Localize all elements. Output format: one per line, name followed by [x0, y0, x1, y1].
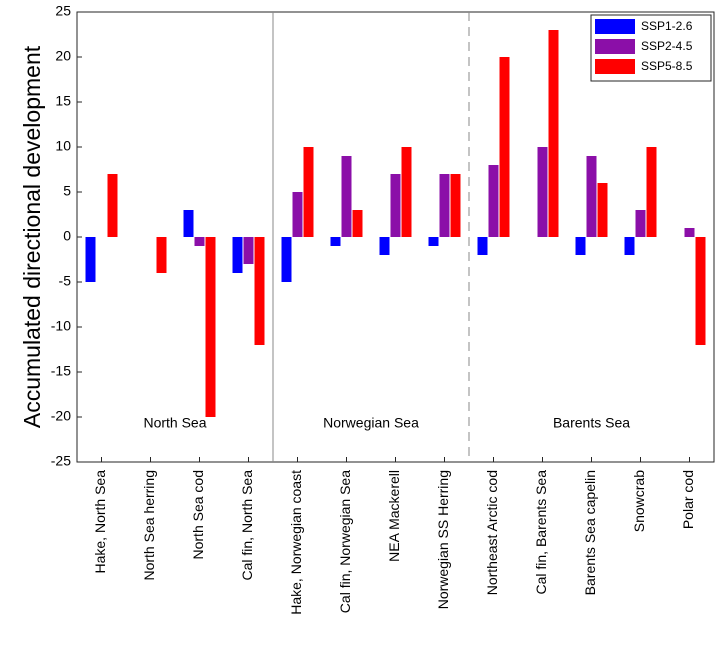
bar: [646, 147, 657, 237]
bar: [292, 192, 303, 237]
y-axis-label: Accumulated directional development: [19, 45, 45, 428]
x-tick-label: Snowcrab: [631, 470, 647, 532]
bar: [575, 237, 586, 255]
legend-label: SSP5-8.5: [641, 59, 693, 73]
x-tick-label: Cal fin, North Sea: [239, 470, 255, 581]
y-tick-label: 10: [55, 138, 71, 154]
bar: [390, 174, 401, 237]
x-tick-label: Norwegian SS Herring: [435, 470, 451, 609]
x-tick-label: Cal fin, Barents Sea: [533, 470, 549, 595]
bar: [303, 147, 314, 237]
bar: [401, 147, 412, 237]
bar: [428, 237, 439, 246]
y-tick-label: 5: [63, 183, 71, 199]
y-tick-label: 20: [55, 48, 71, 64]
region-label: North Sea: [143, 415, 206, 431]
x-tick-label: NEA Mackerell: [386, 470, 402, 562]
y-tick-label: -20: [51, 408, 71, 424]
y-tick-label: 15: [55, 93, 71, 109]
x-tick-label: Hake, North Sea: [92, 470, 108, 574]
bar: [281, 237, 292, 282]
region-label: Norwegian Sea: [323, 415, 419, 431]
bar: [156, 237, 167, 273]
bar: [85, 237, 96, 282]
bar: [194, 237, 205, 246]
bar: [537, 147, 548, 237]
legend-swatch: [595, 39, 635, 54]
bar: [330, 237, 341, 246]
bar: [439, 174, 450, 237]
legend-label: SSP2-4.5: [641, 39, 693, 53]
bar: [499, 57, 510, 237]
y-tick-label: 0: [63, 228, 71, 244]
bar: [205, 237, 216, 417]
y-tick-label: -5: [59, 273, 72, 289]
bar: [379, 237, 390, 255]
x-tick-label: North Sea cod: [190, 470, 206, 560]
bar: [597, 183, 608, 237]
bar: [107, 174, 118, 237]
bar: [635, 210, 646, 237]
bar: [624, 237, 635, 255]
bar: [586, 156, 597, 237]
bar: [684, 228, 695, 237]
x-tick-label: Polar cod: [680, 470, 696, 529]
y-tick-label: 25: [55, 3, 71, 19]
legend-swatch: [595, 59, 635, 74]
x-tick-label: Northeast Arctic cod: [484, 470, 500, 595]
bar: [254, 237, 265, 345]
legend-swatch: [595, 19, 635, 34]
bar: [183, 210, 194, 237]
bar: [488, 165, 499, 237]
bar: [695, 237, 706, 345]
y-tick-label: -25: [51, 453, 71, 469]
bar: [548, 30, 559, 237]
bar: [341, 156, 352, 237]
bar: [450, 174, 461, 237]
x-tick-label: North Sea herring: [141, 470, 157, 581]
bar: [232, 237, 243, 273]
x-tick-label: Cal fin, Norwegian Sea: [337, 470, 353, 613]
bar: [352, 210, 363, 237]
y-tick-label: -10: [51, 318, 71, 334]
bar: [477, 237, 488, 255]
x-tick-label: Barents Sea capelin: [582, 470, 598, 595]
x-tick-label: Hake, Norwegian coast: [288, 470, 304, 615]
legend-label: SSP1-2.6: [641, 19, 693, 33]
y-tick-label: -15: [51, 363, 71, 379]
region-label: Barents Sea: [553, 415, 630, 431]
bar: [243, 237, 254, 264]
